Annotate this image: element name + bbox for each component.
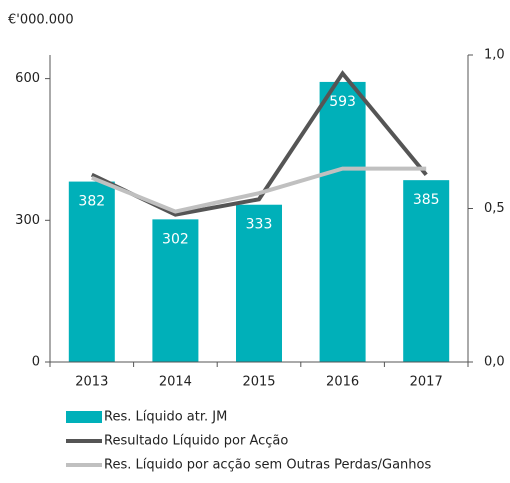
legend-label: Res. Líquido atr. JM xyxy=(104,410,227,425)
bar xyxy=(319,81,366,362)
legend-swatch xyxy=(66,411,102,423)
x-tick-label: 2015 xyxy=(242,375,275,390)
bar-label: 385 xyxy=(413,192,440,208)
bar xyxy=(152,219,199,362)
x-tick-label: 2013 xyxy=(75,375,108,390)
legend-label: Resultado Líquido por Acção xyxy=(104,434,288,449)
y-tick-label: 600 xyxy=(15,71,40,86)
y2-tick-label: 0,5 xyxy=(484,201,505,216)
y2-tick-label: 0,0 xyxy=(484,355,505,370)
bar-label: 593 xyxy=(329,94,356,110)
x-tick-label: 2017 xyxy=(410,375,443,390)
bar-label: 333 xyxy=(246,217,273,233)
y2-tick-label: 1,0 xyxy=(484,48,505,63)
bar xyxy=(68,181,115,362)
unit-label: €'000.000 xyxy=(8,13,74,28)
line xyxy=(91,166,427,214)
bar xyxy=(403,180,450,362)
y-tick-label: 0 xyxy=(32,355,40,370)
y-tick-label: 300 xyxy=(15,213,40,228)
legend-label: Res. Líquido por acção sem Outras Perdas… xyxy=(104,458,431,473)
bar xyxy=(236,204,282,362)
x-tick-label: 2014 xyxy=(159,375,192,390)
bar-label: 302 xyxy=(162,231,189,247)
x-tick-label: 2016 xyxy=(326,375,359,390)
bar-label: 382 xyxy=(78,194,105,210)
